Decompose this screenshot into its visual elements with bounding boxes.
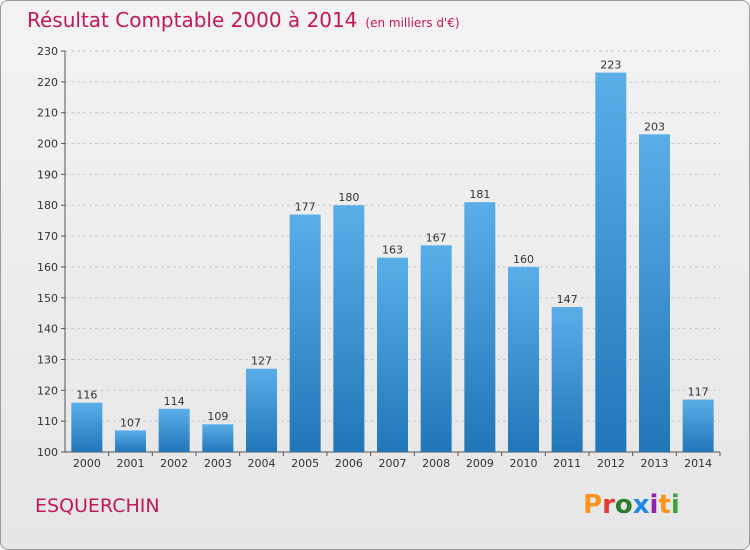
x-tick-label: 2013 [641, 457, 669, 470]
x-tick-label: 2000 [73, 457, 101, 470]
bar [115, 430, 146, 452]
x-tick-label: 2001 [117, 457, 145, 470]
bar [508, 266, 539, 452]
logo-letter: P [583, 490, 603, 520]
chart-title: Résultat Comptable 2000 à 2014 (en millie… [27, 8, 460, 32]
x-tick-label: 2014 [684, 457, 712, 470]
x-tick-label: 2011 [553, 457, 581, 470]
data-label: 116 [76, 389, 97, 402]
bar [202, 424, 234, 452]
data-label: 203 [644, 120, 665, 133]
data-label: 163 [382, 244, 403, 257]
bar [682, 399, 714, 452]
bar [595, 72, 627, 452]
bar [71, 402, 103, 452]
data-label: 177 [295, 200, 316, 213]
value-labels: 116 107 114 109 127 177 180 163 167 181 160 147 223 2… [76, 59, 708, 430]
data-label: 147 [557, 293, 578, 306]
y-tick-label: 210 [37, 107, 58, 120]
logo-letter: i [670, 490, 680, 520]
x-tick-label: 2009 [466, 457, 494, 470]
logo-letter: o [614, 490, 633, 520]
bar [639, 134, 670, 453]
y-tick-label: 120 [37, 384, 58, 397]
data-label: 160 [513, 253, 534, 266]
bar [158, 408, 190, 452]
x-tick-label: 2010 [510, 457, 538, 470]
bar [420, 245, 452, 452]
x-tick-label: 2012 [597, 457, 625, 470]
data-label: 114 [164, 395, 185, 408]
data-label: 180 [338, 191, 359, 204]
bar [464, 202, 496, 452]
y-tick-label: 110 [37, 415, 58, 428]
y-tick-label: 160 [37, 261, 58, 274]
x-tick-label: 2008 [422, 457, 450, 470]
data-label: 107 [120, 416, 141, 429]
x-tick-label: 2002 [160, 457, 188, 470]
bar [377, 257, 408, 452]
bar [333, 205, 365, 452]
axes: 100 110 120 130 140 150 160 170 180 190 200 210 220 2… [37, 45, 721, 470]
bar [246, 368, 277, 452]
y-tick-label: 100 [37, 446, 58, 459]
x-tick-label: 2004 [248, 457, 276, 470]
y-tick-label: 190 [37, 168, 58, 181]
title-text: Résultat Comptable 2000 à 2014 [27, 8, 358, 32]
data-label: 109 [207, 410, 228, 423]
data-label: 167 [426, 231, 447, 244]
data-label: 127 [251, 355, 272, 368]
bar [551, 307, 583, 452]
y-tick-label: 150 [37, 292, 58, 305]
chart-subtitle: (en milliers d'€) [365, 16, 460, 30]
logo-letter: x [632, 490, 650, 520]
x-tick-label: 2007 [379, 457, 407, 470]
x-tick-label: 2005 [291, 457, 319, 470]
proxiti-logo: Proxiti [583, 490, 680, 520]
logo-letter: t [658, 490, 671, 520]
data-label: 181 [469, 188, 490, 201]
data-label: 223 [600, 59, 621, 72]
location-label: ESQUERCHIN [35, 495, 160, 517]
y-tick-label: 170 [37, 230, 58, 243]
logo-letter: i [649, 490, 659, 520]
x-tick-label: 2006 [335, 457, 363, 470]
bar [289, 214, 321, 452]
data-label: 117 [688, 386, 709, 399]
y-tick-label: 220 [37, 76, 58, 89]
y-tick-label: 140 [37, 323, 58, 336]
y-tick-label: 200 [37, 138, 58, 151]
y-tick-label: 230 [37, 45, 58, 58]
y-tick-label: 130 [37, 353, 58, 366]
y-tick-label: 180 [37, 199, 58, 212]
logo-letter: r [602, 490, 615, 520]
x-tick-label: 2003 [204, 457, 232, 470]
bars [71, 72, 714, 453]
